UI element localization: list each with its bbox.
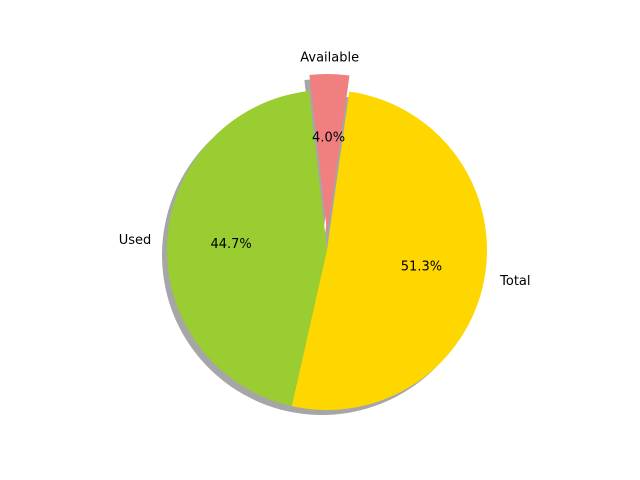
slice-pct-label-total: 51.3%: [401, 260, 442, 275]
slice-total: [291, 91, 487, 410]
slice-label-total: Total: [499, 274, 530, 289]
slice-available: [309, 74, 350, 235]
slice-pct-label-available: 4.0%: [312, 131, 345, 146]
slice-used: [166, 90, 327, 407]
slice-label-used: Used: [119, 233, 152, 248]
slices: [166, 74, 487, 410]
slice-label-available: Available: [300, 51, 359, 66]
labels: Available 4.0% Used 44.7% Total 51.3%: [119, 51, 531, 290]
slice-pct-label-used: 44.7%: [210, 237, 251, 252]
